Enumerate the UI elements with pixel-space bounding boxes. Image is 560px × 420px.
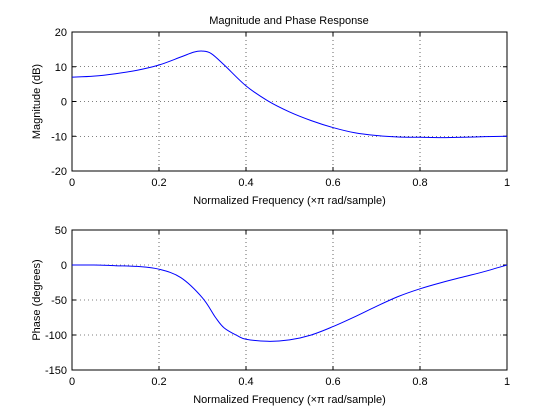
mag-ytick-label: -20 [51,166,67,178]
phase-axes: 0 0.2 0.4 0.6 0.8 1 -150 -100 -50 0 50 Normalized F… [31,225,510,406]
mag-ytick-label: -10 [51,131,67,143]
mag-ytick-label: 20 [55,27,67,39]
phase-xlabel: Normalized Frequency (×π rad/sample) [193,394,386,406]
mag-xtick-label: 0 [69,177,75,189]
phase-xtick-label: 0.8 [412,376,427,388]
mag-xtick-label: 0.6 [325,177,340,189]
phase-xtick-label: 1 [504,376,510,388]
magnitude-axes: 0 0.2 0.4 0.6 0.8 1 -20 -10 0 10 20 Normalized Freq… [31,27,510,207]
phase-ytick-label: -100 [45,330,67,342]
mag-xlabel: Normalized Frequency (×π rad/sample) [193,195,386,207]
mag-series-line [71,50,508,139]
phase-ytick-label: 0 [61,260,67,272]
phase-ytick-label: -150 [45,365,67,377]
mag-ytick-label: 0 [61,97,67,109]
mag-ytick-label: 10 [55,62,67,74]
phase-xtick-label: 0 [69,376,75,388]
phase-ytick-label: -50 [51,295,67,307]
phase-xtick-label: 0.4 [238,376,253,388]
mag-xtick-label: 0.8 [412,177,427,189]
phase-series-line [71,264,508,342]
mag-xtick-label: 1 [504,177,510,189]
mag-xtick-label: 0.2 [151,177,166,189]
figure-title: Magnitude and Phase Response [209,15,369,27]
mag-ylabel: Magnitude (dB) [31,64,43,139]
phase-xtick-label: 0.2 [151,376,166,388]
mag-axes-box [71,31,508,172]
mag-xtick-label: 0.4 [238,177,253,189]
phase-ylabel: Phase (degrees) [31,259,43,340]
phase-xtick-label: 0.6 [325,376,340,388]
phase-axes-box [71,229,508,371]
phase-ytick-label: 50 [55,225,67,237]
